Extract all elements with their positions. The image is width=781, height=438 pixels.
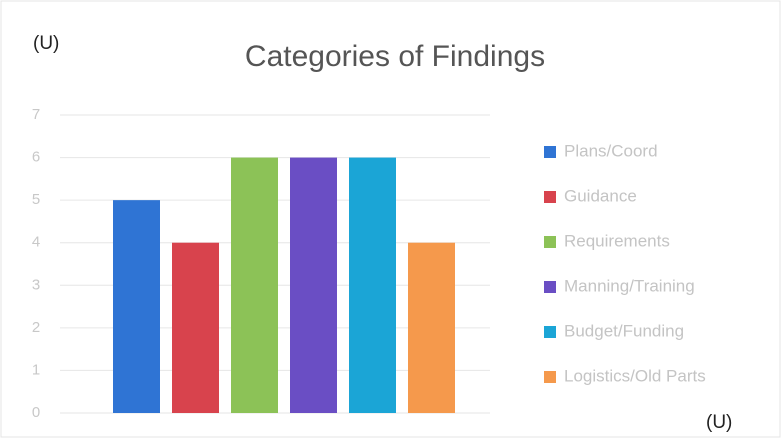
- legend-label: Guidance: [564, 186, 637, 205]
- legend-swatch: [544, 371, 556, 383]
- legend-label: Requirements: [564, 231, 670, 250]
- bar: [172, 242, 219, 413]
- chart-title: Categories of Findings: [245, 40, 545, 73]
- y-tick-label: 2: [32, 319, 40, 336]
- bar: [408, 242, 455, 413]
- legend-swatch: [544, 191, 556, 203]
- legend-label: Plans/Coord: [564, 141, 658, 160]
- bar: [290, 157, 337, 413]
- y-tick-label: 7: [32, 106, 40, 123]
- y-tick-label: 5: [32, 191, 40, 208]
- legend-label: Budget/Funding: [564, 321, 684, 340]
- annotation: (U): [33, 33, 59, 54]
- legend-swatch: [544, 326, 556, 338]
- legend-swatch: [544, 281, 556, 293]
- y-tick-label: 3: [32, 276, 40, 293]
- y-tick-label: 1: [32, 361, 40, 378]
- y-tick-label: 6: [32, 149, 40, 166]
- legend-label: Manning/Training: [564, 276, 695, 295]
- bar: [349, 157, 396, 413]
- y-tick-label: 0: [32, 404, 40, 421]
- annotation: (U): [706, 412, 732, 433]
- bar: [231, 157, 278, 413]
- bar: [113, 200, 160, 413]
- legend-swatch: [544, 146, 556, 158]
- y-tick-label: 4: [32, 234, 40, 251]
- legend-label: Logistics/Old Parts: [564, 366, 706, 385]
- legend-swatch: [544, 236, 556, 248]
